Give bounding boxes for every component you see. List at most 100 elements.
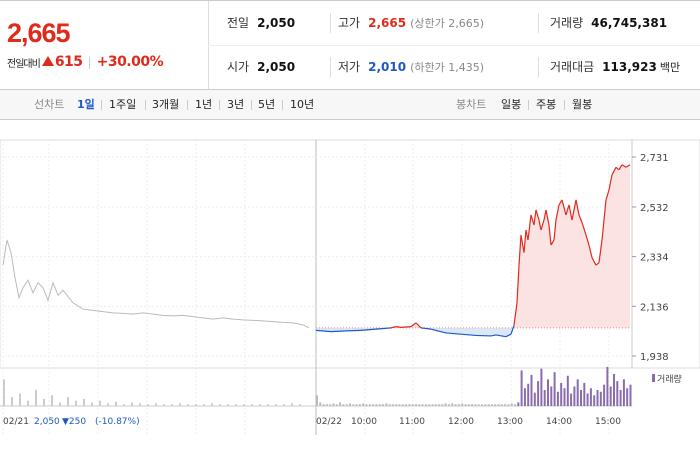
today-volume-bar <box>418 404 421 406</box>
today-volume-bar <box>547 379 549 406</box>
today-price-segment <box>510 325 515 335</box>
low-cell: 저가 2,010 (하한가 1,435) <box>338 45 484 89</box>
volume-cell: 거래량 46,745,381 <box>550 1 667 45</box>
prev-close-cell: 전일 2,050 <box>227 1 295 45</box>
today-price-segment <box>475 334 492 337</box>
today-price-segment <box>621 164 627 168</box>
prev-volume-bar <box>19 393 21 406</box>
today-price-segment <box>565 204 570 216</box>
tab-divider <box>101 100 102 110</box>
today-volume-bar <box>434 404 437 406</box>
prev-volume-bar <box>139 403 141 406</box>
prev-volume-bar <box>171 404 173 406</box>
price-chart[interactable]: 2,731 2,532 2,334 2,136 1,938 02/22 10:00 11:0… <box>0 120 700 450</box>
change-row: 전일대비 615 | +30.00% <box>7 54 164 70</box>
today-volume-bar <box>471 404 474 406</box>
current-price: 2,665 <box>7 18 71 48</box>
today-price-segment <box>460 333 477 337</box>
tab-divider <box>564 100 565 110</box>
tab-1d[interactable]: 1일 <box>77 98 95 111</box>
today-volume-bar <box>619 390 622 406</box>
today-price-segment <box>618 164 623 171</box>
prev-volume-bar <box>275 404 277 406</box>
prev-volume-bar <box>219 404 221 406</box>
today-volume-bar <box>589 388 592 406</box>
today-volume-bar <box>530 374 533 406</box>
today-price-segment <box>578 214 583 223</box>
tab-3y[interactable]: 3년 <box>227 98 245 111</box>
tab-5y[interactable]: 5년 <box>258 98 276 111</box>
change-value: 615 <box>54 54 83 70</box>
today-volume-bar <box>599 391 602 406</box>
tab-3m[interactable]: 3개월 <box>152 98 180 111</box>
high-value: 2,665 <box>368 16 407 30</box>
today-volume-bar <box>586 393 589 406</box>
today-volume-bar <box>481 404 483 406</box>
today-price-segment <box>345 329 362 332</box>
prev-volume-bar <box>147 404 149 406</box>
today-price-segment <box>315 329 332 333</box>
tab-divider <box>219 100 220 110</box>
today-volume-bar <box>606 366 609 406</box>
today-price-segment <box>543 209 547 221</box>
today-price-segment <box>415 322 422 329</box>
today-price-segment <box>360 328 377 332</box>
tab-weekly[interactable]: 주봉 <box>536 98 557 111</box>
up-arrow-icon <box>41 56 54 66</box>
prev-volume-bar <box>299 404 301 406</box>
change-separator: | <box>87 55 92 69</box>
today-volume-bar <box>497 404 500 406</box>
today-price-segment <box>608 174 613 190</box>
x-tick-label: 14:00 <box>546 417 572 427</box>
y-tick-label: 2,136 <box>640 302 669 313</box>
prev-volume-bar <box>67 397 69 406</box>
today-price-segment <box>555 204 560 221</box>
high-cell: 고가 2,665 (상한가 2,665) <box>338 1 484 45</box>
today-price-segment <box>581 222 587 236</box>
tab-divider <box>528 100 529 110</box>
today-volume-bar <box>378 404 381 406</box>
divider <box>330 57 331 77</box>
lower-limit: (하한가 1,435) <box>410 61 484 74</box>
today-price-segment <box>513 302 518 326</box>
y-tick-label: 2,334 <box>640 253 669 264</box>
tab-daily[interactable]: 일봉 <box>501 98 522 111</box>
x-axis: 02/22 10:00 11:00 12:00 13:00 14:00 15:00 <box>316 417 621 427</box>
today-volume-bar <box>345 404 348 406</box>
prev-volume-bar <box>251 404 253 406</box>
prev-volume-bar <box>243 404 245 406</box>
today-volume-bar <box>540 368 543 406</box>
tab-monthly[interactable]: 월봉 <box>572 98 593 111</box>
today-price-segment <box>548 224 552 246</box>
y-tick-label: 2,731 <box>640 153 669 164</box>
prev-volume-bar <box>43 398 45 406</box>
prev-volume-bar <box>211 403 213 406</box>
today-volume-bar <box>616 381 619 406</box>
today-volume-bar <box>603 384 606 406</box>
today-price-segment <box>520 234 525 253</box>
today-volume-bar <box>576 379 579 406</box>
today-volume-bar <box>395 404 398 406</box>
today-volume-bar <box>477 404 480 406</box>
price-summary: 2,665 전일대비 615 | +30.00% <box>0 1 209 89</box>
today-volume-bar <box>553 372 556 406</box>
tab-10y[interactable]: 10년 <box>290 98 315 111</box>
today-volume-bar <box>523 388 526 406</box>
tab-1w[interactable]: 1주일 <box>109 98 137 111</box>
today-volume-bar <box>457 404 460 406</box>
today-volume-bar <box>368 404 371 406</box>
today-volume-bar <box>335 404 338 406</box>
today-volume-bar <box>494 404 497 406</box>
today-volume-bar <box>566 375 569 406</box>
today-volume-bar <box>319 402 322 406</box>
tab-1y[interactable]: 1년 <box>195 98 213 111</box>
prev-volume-bar <box>107 403 109 406</box>
today-volume-bar <box>543 390 546 406</box>
today-volume-bar <box>431 404 434 406</box>
today-volume-bar <box>484 404 487 406</box>
today-volume-bar <box>448 404 450 406</box>
today-volume-bar <box>332 403 335 406</box>
line-chart-label: 선차트 <box>34 98 65 111</box>
today-volume-bar <box>382 404 384 406</box>
today-price-segment <box>495 334 507 338</box>
